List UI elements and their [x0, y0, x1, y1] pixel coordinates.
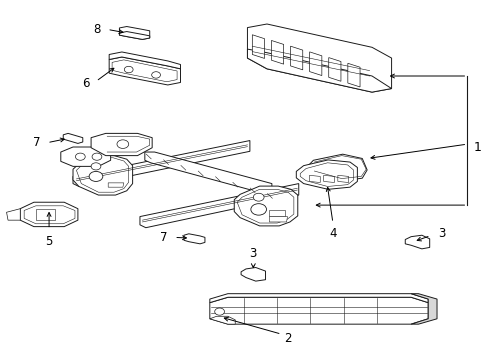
Polygon shape	[271, 40, 284, 64]
Polygon shape	[91, 134, 152, 156]
Polygon shape	[252, 35, 265, 58]
Text: 4: 4	[329, 227, 337, 240]
Polygon shape	[73, 156, 133, 195]
Text: 7: 7	[33, 136, 41, 149]
Polygon shape	[140, 184, 299, 228]
Polygon shape	[210, 294, 428, 303]
Text: 3: 3	[249, 247, 257, 260]
Polygon shape	[234, 186, 298, 226]
Polygon shape	[109, 57, 180, 85]
Polygon shape	[411, 294, 437, 324]
Polygon shape	[184, 234, 205, 244]
Circle shape	[251, 204, 267, 215]
Polygon shape	[310, 52, 322, 76]
Polygon shape	[24, 206, 75, 224]
Polygon shape	[210, 316, 235, 324]
Polygon shape	[270, 217, 288, 222]
Polygon shape	[6, 209, 20, 220]
Polygon shape	[109, 52, 180, 69]
Polygon shape	[237, 189, 294, 223]
Polygon shape	[338, 175, 348, 183]
Circle shape	[75, 153, 85, 160]
Polygon shape	[310, 175, 320, 183]
Polygon shape	[120, 32, 150, 40]
Polygon shape	[323, 169, 352, 181]
Circle shape	[124, 66, 133, 73]
Polygon shape	[112, 60, 177, 82]
Polygon shape	[241, 267, 266, 281]
Polygon shape	[308, 154, 367, 181]
Polygon shape	[291, 46, 303, 70]
Polygon shape	[348, 63, 360, 87]
Text: 8: 8	[94, 23, 101, 36]
Circle shape	[89, 171, 103, 181]
Polygon shape	[270, 211, 285, 216]
Polygon shape	[36, 210, 55, 220]
Polygon shape	[73, 140, 250, 186]
Polygon shape	[145, 152, 272, 194]
Polygon shape	[300, 163, 353, 186]
Polygon shape	[210, 297, 428, 324]
Polygon shape	[247, 49, 392, 92]
Circle shape	[117, 140, 129, 148]
Text: 5: 5	[46, 234, 53, 248]
Text: 6: 6	[82, 77, 90, 90]
Circle shape	[253, 193, 264, 201]
Circle shape	[152, 72, 160, 78]
Circle shape	[91, 163, 101, 170]
Polygon shape	[120, 27, 150, 40]
Polygon shape	[108, 183, 124, 187]
Text: 2: 2	[284, 332, 292, 345]
Circle shape	[92, 153, 102, 160]
Polygon shape	[61, 147, 111, 166]
Polygon shape	[329, 58, 341, 81]
Polygon shape	[405, 235, 430, 249]
Polygon shape	[324, 175, 334, 183]
Text: 1: 1	[474, 141, 482, 154]
Polygon shape	[63, 134, 83, 143]
Polygon shape	[296, 160, 357, 189]
Circle shape	[215, 308, 224, 315]
Text: 3: 3	[438, 227, 445, 240]
Polygon shape	[76, 158, 129, 192]
Text: 7: 7	[160, 231, 168, 244]
Polygon shape	[247, 24, 392, 92]
Polygon shape	[20, 202, 78, 226]
